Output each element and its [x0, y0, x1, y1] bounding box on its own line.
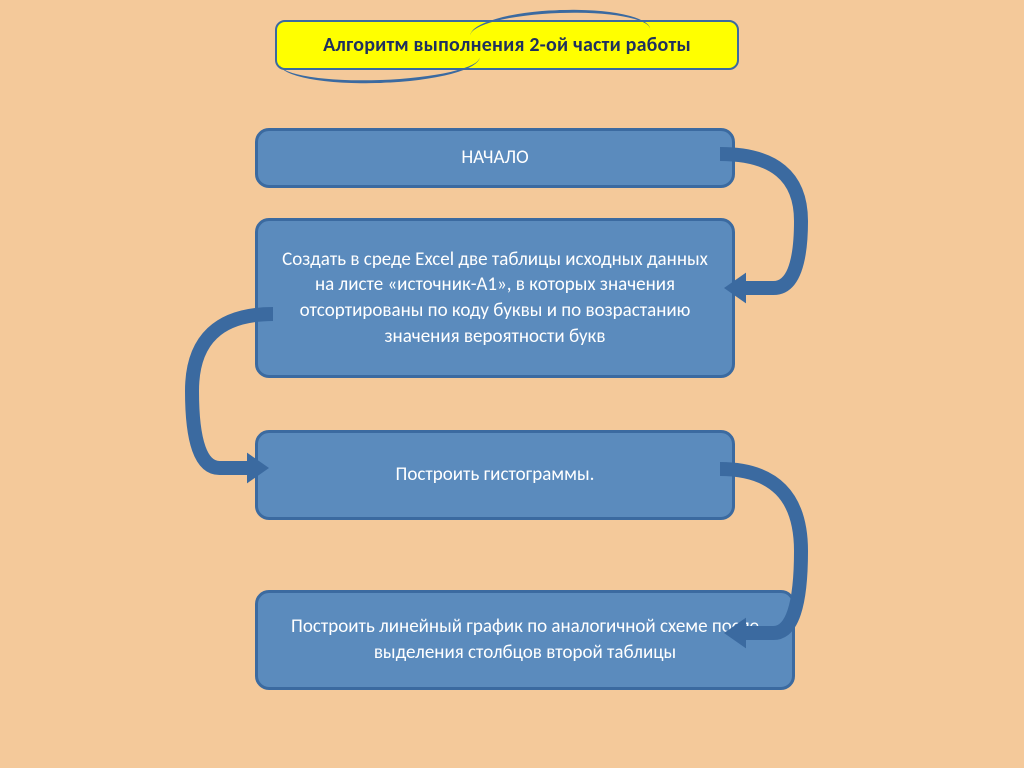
- title-box: Алгоритм выполнения 2-ой части работы: [275, 20, 739, 70]
- title-text: Алгоритм выполнения 2-ой части работы: [323, 33, 691, 57]
- step-label: Построить гистограммы.: [396, 462, 595, 488]
- step-build-linechart: Построить линейный график по аналогичной…: [255, 590, 795, 690]
- step-label: НАЧАЛО: [461, 145, 528, 171]
- step-build-histograms: Построить гистограммы.: [255, 430, 735, 520]
- step-start: НАЧАЛО: [255, 128, 735, 188]
- step-label: Создать в среде Excel две таблицы исходн…: [280, 247, 710, 350]
- step-create-tables: Создать в среде Excel две таблицы исходн…: [255, 218, 735, 378]
- step-label: Построить линейный график по аналогичной…: [280, 614, 770, 665]
